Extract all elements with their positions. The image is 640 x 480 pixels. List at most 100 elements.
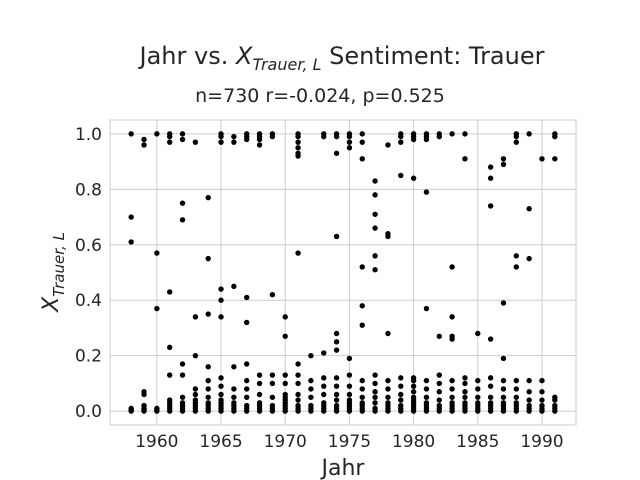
data-point — [295, 250, 301, 256]
data-point — [308, 386, 314, 392]
x-tick-label: 1980 — [392, 432, 435, 452]
data-point — [372, 225, 378, 231]
data-point — [192, 386, 199, 392]
data-point — [372, 178, 378, 184]
data-point — [192, 314, 199, 320]
data-point — [449, 314, 455, 320]
data-point — [359, 131, 365, 137]
data-point — [231, 394, 237, 400]
data-point — [321, 350, 327, 356]
data-point — [205, 255, 211, 262]
data-point — [244, 408, 250, 414]
data-point — [333, 347, 340, 353]
data-point — [346, 145, 353, 151]
data-point — [475, 394, 481, 400]
data-point — [513, 386, 520, 392]
data-point — [487, 408, 494, 414]
chart-subtitle: n=730 r=-0.024, p=0.525 — [195, 85, 445, 107]
data-point — [128, 131, 134, 137]
y-axis-label-symbol: X — [39, 296, 64, 313]
data-point — [449, 377, 455, 384]
x-tick-label: 1985 — [456, 432, 499, 452]
data-point — [449, 336, 455, 342]
data-point — [436, 389, 442, 395]
data-point — [205, 408, 211, 414]
chart-title-subscript: Trauer, L — [252, 55, 321, 74]
data-point — [295, 145, 301, 151]
y-tick-label: 0.6 — [75, 236, 102, 256]
data-point — [462, 389, 468, 395]
data-point — [449, 131, 455, 137]
data-point — [154, 305, 160, 312]
data-point — [372, 380, 378, 387]
plot-frame — [109, 119, 577, 426]
chart-title: Jahr vs. XTrauer, L Sentiment: Trauer — [138, 42, 545, 74]
chart-title-prefix: Jahr vs. — [138, 42, 236, 70]
data-point — [346, 133, 353, 140]
data-point — [398, 172, 404, 179]
data-point — [436, 133, 442, 140]
data-point — [295, 372, 301, 378]
data-point — [513, 253, 520, 259]
data-point — [154, 408, 160, 414]
data-point — [449, 408, 455, 414]
plot-area — [110, 120, 576, 425]
data-point — [500, 156, 507, 162]
data-point — [256, 372, 263, 378]
data-point — [166, 139, 173, 145]
data-point — [398, 133, 404, 140]
data-point — [436, 333, 442, 339]
data-point — [218, 297, 224, 303]
data-point — [500, 355, 507, 362]
data-point — [321, 408, 327, 414]
y-tick-label: 0.4 — [75, 291, 102, 311]
data-point — [256, 391, 263, 398]
data-point — [333, 375, 340, 381]
data-point — [359, 386, 365, 392]
data-point — [128, 408, 134, 414]
data-point — [539, 377, 545, 384]
y-tick-label: 0.2 — [75, 347, 102, 367]
data-point — [205, 194, 211, 201]
data-point — [359, 394, 365, 400]
data-point — [205, 364, 211, 370]
data-point — [346, 408, 353, 414]
data-point — [179, 136, 186, 143]
data-point — [218, 139, 224, 145]
data-point — [218, 133, 224, 140]
data-point — [166, 408, 173, 414]
data-point — [372, 267, 378, 273]
chart-title-symbol: X — [234, 42, 253, 70]
data-point — [282, 314, 288, 320]
data-point — [462, 375, 468, 381]
data-point — [410, 377, 417, 384]
data-point — [295, 397, 301, 403]
data-point — [385, 377, 391, 384]
data-point — [333, 233, 340, 240]
data-point — [231, 386, 237, 392]
data-point — [295, 153, 301, 159]
data-point — [436, 408, 442, 414]
data-point — [513, 377, 520, 384]
data-point — [346, 383, 353, 389]
data-point — [282, 372, 288, 378]
data-point — [462, 408, 468, 414]
data-point — [346, 391, 353, 398]
x-axis-label: Jahr — [320, 456, 366, 480]
data-point — [398, 139, 404, 145]
data-point — [487, 164, 494, 170]
data-point — [526, 206, 532, 212]
data-point — [410, 389, 417, 395]
data-point — [179, 372, 186, 378]
data-point — [244, 319, 250, 326]
data-point — [269, 380, 276, 387]
data-point — [398, 408, 404, 414]
data-point — [513, 408, 520, 414]
x-tick-label: 1960 — [135, 432, 178, 452]
data-point — [256, 136, 263, 143]
data-point — [166, 289, 173, 295]
data-point — [385, 408, 391, 414]
data-point — [423, 408, 430, 414]
data-point — [539, 397, 545, 403]
